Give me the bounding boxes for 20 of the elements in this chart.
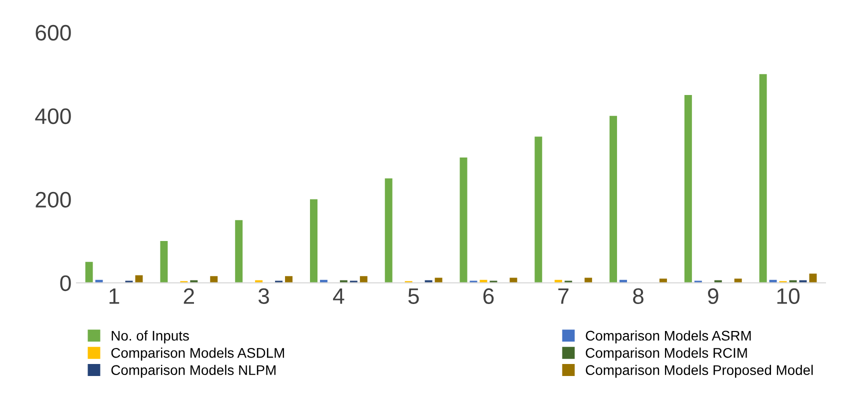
x-tick-label: 7 xyxy=(558,288,568,304)
x-tick-label: 5 xyxy=(408,288,419,304)
y-tick-label: 400 xyxy=(35,108,71,124)
legend-label: Comparison Models RCIM xyxy=(586,348,747,361)
x-tick-label: 2 xyxy=(184,288,194,304)
y-tick-label: 200 xyxy=(36,192,71,208)
y-tick-label: 600 xyxy=(36,24,71,41)
x-tick-label: 3 xyxy=(258,288,270,304)
legend-label: No. of Inputs xyxy=(112,330,189,344)
legend-label: Comparison Models NLPM xyxy=(111,364,276,378)
x-tick-label: 9 xyxy=(708,288,718,304)
x-tick-label: 10 xyxy=(777,288,800,304)
legend-label: Comparison Models ASDLM xyxy=(111,348,284,361)
x-tick-label: 1 xyxy=(110,288,120,304)
x-tick-label: 6 xyxy=(483,288,494,304)
legend-label: Comparison Models ASRM xyxy=(586,330,751,344)
x-tick-label: 4 xyxy=(333,288,344,304)
y-tick-label: 0 xyxy=(60,275,71,292)
legend-label: Comparison Models Proposed Model xyxy=(586,364,813,378)
x-tick-label: 8 xyxy=(633,288,644,304)
